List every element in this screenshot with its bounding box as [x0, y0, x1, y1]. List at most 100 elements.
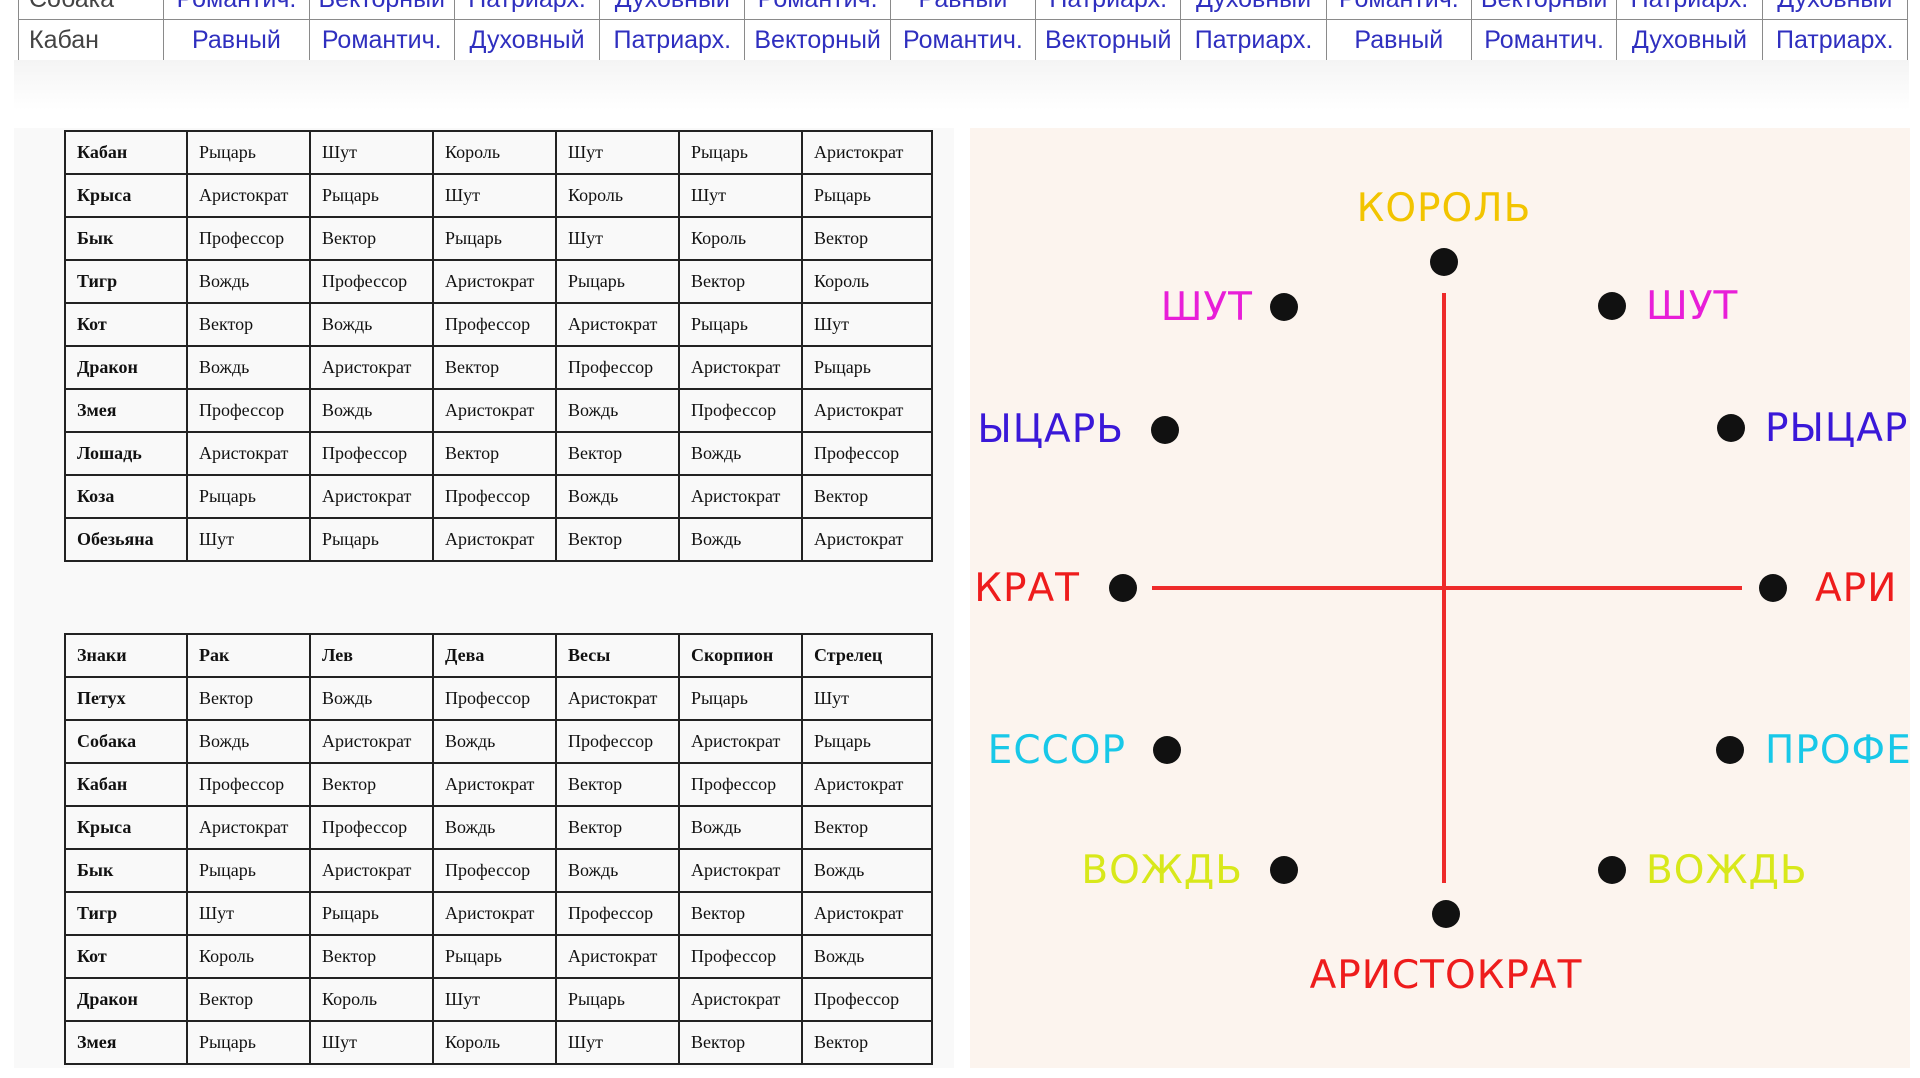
- table-cell: Вождь: [186, 719, 311, 764]
- table-cell: Профессор: [555, 345, 680, 390]
- table-cell: Аристократ: [555, 302, 680, 347]
- table-cell: Король: [678, 216, 803, 261]
- table-cell: Аристократ: [678, 719, 803, 764]
- zodiac-table-1-body: Кабан Рыцарь Шут Король Шут Рыцарь Аристократ К…: [64, 130, 933, 562]
- top-table-strip: Собака Романтич. Векторный Патриарх. Дух…: [17, 0, 1909, 61]
- table-cell: Профессор: [309, 259, 434, 304]
- table-cell: Аристократ: [555, 934, 680, 979]
- table-cell: Рыцарь: [186, 130, 311, 175]
- table-cell: Аристократ: [678, 977, 803, 1022]
- table-cell: Рыцарь: [801, 719, 933, 764]
- table-cell: Король: [801, 259, 933, 304]
- label-knight-right: РЫЦАР: [1765, 406, 1908, 451]
- table-cell: Профессор: [801, 431, 933, 476]
- table-cell: Вектор: [801, 216, 933, 261]
- table-cell: Вождь: [555, 848, 680, 893]
- table-cell: Шут: [555, 130, 680, 175]
- table-header-cell: Стрелец: [801, 633, 933, 678]
- table-cell: Духовный: [1616, 19, 1763, 61]
- table-row: Лошадь Аристократ Профессор Вектор Вектор Вож…: [64, 431, 933, 476]
- row-header-cell: Лошадь: [64, 431, 188, 476]
- table-cell: Рыцарь: [309, 517, 434, 562]
- zodiac-table-2-body: Знаки Рак Лев Дева Весы Скорпион Стрелец…: [64, 633, 933, 1065]
- table-cell: Рыцарь: [432, 934, 557, 979]
- table-cell: Аристократ: [309, 345, 434, 390]
- table-cell: Король: [432, 1020, 557, 1065]
- row-header-cell: Обезьяна: [64, 517, 188, 562]
- table-cell: Вектор: [309, 762, 434, 807]
- row-header-cell: Змея: [64, 388, 188, 433]
- row-header-cell: Тигр: [64, 891, 188, 936]
- table-cell: Равный: [1325, 19, 1472, 61]
- table-cell: Король: [555, 173, 680, 218]
- table-cell: Вектор: [801, 1020, 933, 1065]
- table-cell: Собака: [17, 0, 165, 20]
- label-king: КОРОЛЬ: [1357, 186, 1532, 231]
- table-cell: Духовный: [599, 0, 746, 20]
- table-cell: Вождь: [309, 302, 434, 347]
- table-cell: Романтич.: [1325, 0, 1472, 20]
- table-cell: Вектор: [186, 676, 311, 721]
- table-cell: Векторный: [744, 19, 891, 61]
- table-cell: Аристократ: [309, 719, 434, 764]
- table-cell: Профессор: [432, 676, 557, 721]
- table-cell: Патриарх.: [1035, 0, 1182, 20]
- table-cell: Профессор: [555, 719, 680, 764]
- table-row: Змея Профессор Вождь Аристократ Вождь Професс…: [64, 388, 933, 433]
- role-diagram-svg: КОРОЛЬ ШУТ ШУТ ЫЦАРЬ РЫЦАР КРАТ АРИ ЕССО…: [974, 186, 1910, 998]
- table-header-cell: Рак: [186, 633, 311, 678]
- table-cell: Вектор: [432, 345, 557, 390]
- table-cell: Вектор: [555, 517, 680, 562]
- table-cell: Кабан: [17, 19, 165, 61]
- table-cell: Король: [309, 977, 434, 1022]
- table-cell: Вождь: [678, 431, 803, 476]
- table-cell: Аристократ: [432, 762, 557, 807]
- table-cell: Рыцарь: [555, 259, 680, 304]
- table-cell: Шут: [555, 1020, 680, 1065]
- table-cell: Профессор: [555, 891, 680, 936]
- table-cell: Вектор: [555, 431, 680, 476]
- dot-jester-right: [1598, 292, 1626, 320]
- row-header-cell: Дракон: [64, 977, 188, 1022]
- table-row: Кабан Рыцарь Шут Король Шут Рыцарь Аристократ: [64, 130, 933, 175]
- table-cell: Вектор: [801, 805, 933, 850]
- table-cell: Аристократ: [678, 345, 803, 390]
- table-cell: Вектор: [309, 934, 434, 979]
- row-header-cell: Собака: [64, 719, 188, 764]
- table-cell: Аристократ: [678, 474, 803, 519]
- table-cell: Аристократ: [186, 431, 311, 476]
- top-table-row: Кабан Равный Романтич. Духовный Патриарх…: [17, 19, 1909, 61]
- dot-professor-right: [1716, 736, 1744, 764]
- table-cell: Аристократ: [678, 848, 803, 893]
- table-cell: Шут: [309, 1020, 434, 1065]
- table-cell: Духовный: [1180, 0, 1327, 20]
- row-header-cell: Бык: [64, 216, 188, 261]
- role-diagram: КОРОЛЬ ШУТ ШУТ ЫЦАРЬ РЫЦАР КРАТ АРИ ЕССО…: [970, 128, 1910, 1068]
- label-jester-left: ШУТ: [1161, 285, 1253, 330]
- table-cell: Шут: [801, 302, 933, 347]
- table-cell: Шут: [309, 130, 434, 175]
- table-cell: Вождь: [432, 805, 557, 850]
- table-cell: Профессор: [678, 934, 803, 979]
- table-cell: Рыцарь: [678, 302, 803, 347]
- table-row: Тигр Вождь Профессор Аристократ Рыцарь Вектор…: [64, 259, 933, 304]
- table-cell: Аристократ: [432, 517, 557, 562]
- table-cell: Вождь: [801, 934, 933, 979]
- table-cell: Романтич.: [1470, 19, 1618, 61]
- table-row: Бык Профессор Вектор Рыцарь Шут Король Вектор: [64, 216, 933, 261]
- table-header-cell: Лев: [309, 633, 434, 678]
- table-cell: Шут: [432, 173, 557, 218]
- table-row: Собака Вождь Аристократ Вождь Профессор Арист…: [64, 719, 933, 764]
- label-aristocrat-bottom: АРИСТОКРАТ: [1310, 953, 1583, 998]
- table-cell: Духовный: [1761, 0, 1909, 20]
- table-row: Петух Вектор Вождь Профессор Аристократ Рыцар…: [64, 676, 933, 721]
- dot-leader-left: [1270, 856, 1298, 884]
- tables-panel: Кабан Рыцарь Шут Король Шут Рыцарь Аристократ К…: [14, 128, 954, 1068]
- table-cell: Шут: [432, 977, 557, 1022]
- table-cell: Патриарх.: [599, 19, 746, 61]
- dot-knight-right: [1717, 414, 1745, 442]
- dot-aristocrat-right: [1759, 574, 1787, 602]
- table-cell: Вождь: [186, 345, 311, 390]
- table-cell: Духовный: [453, 19, 601, 61]
- zodiac-table-2: Знаки Рак Лев Дева Весы Скорпион Стрелец…: [64, 633, 933, 1065]
